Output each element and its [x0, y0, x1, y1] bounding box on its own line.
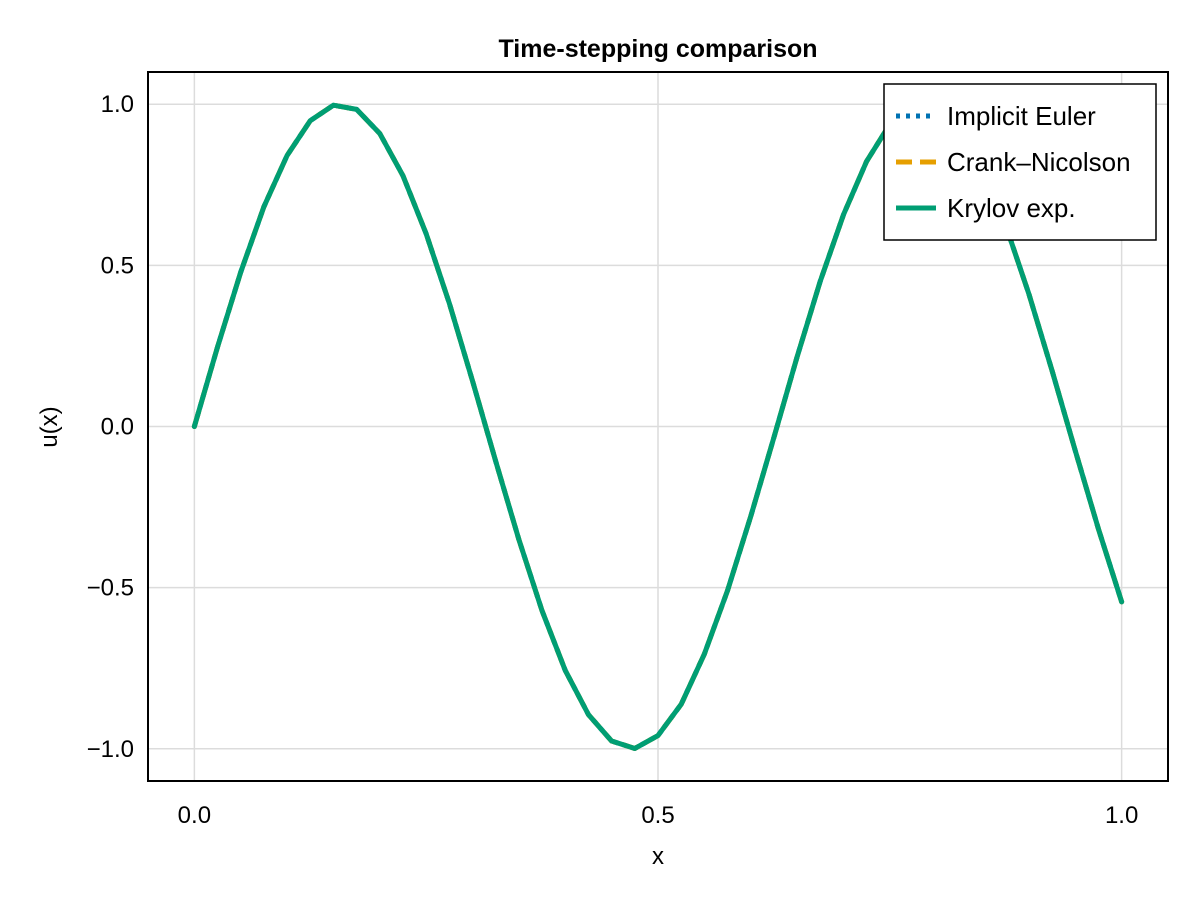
legend-label: Krylov exp. — [947, 193, 1076, 223]
y-tick-label: −1.0 — [87, 736, 134, 763]
y-tick-label: −0.5 — [87, 575, 134, 602]
plot-frame — [147, 71, 1169, 782]
legend-label: Crank–Nicolson — [947, 147, 1131, 177]
x-tick-label: 0.5 — [641, 802, 674, 829]
legend: Implicit Euler Crank–Nicolson Krylov exp. — [883, 83, 1157, 241]
y-tick-label: 0.5 — [101, 252, 134, 279]
chart-title: Time-stepping comparison — [498, 35, 817, 63]
legend-label: Implicit Euler — [947, 101, 1096, 131]
y-axis-label: u(x) — [36, 406, 63, 447]
x-tick-labels: 0.0 0.5 1.0 — [178, 802, 1139, 829]
x-tick-label: 1.0 — [1105, 802, 1138, 829]
x-axis-label: x — [652, 843, 664, 870]
y-tick-label: 0.0 — [101, 414, 134, 441]
x-tick-label: 0.0 — [178, 802, 211, 829]
y-tick-label: 1.0 — [101, 91, 134, 118]
y-tick-labels: −1.0 −0.5 0.0 0.5 1.0 — [87, 91, 134, 763]
